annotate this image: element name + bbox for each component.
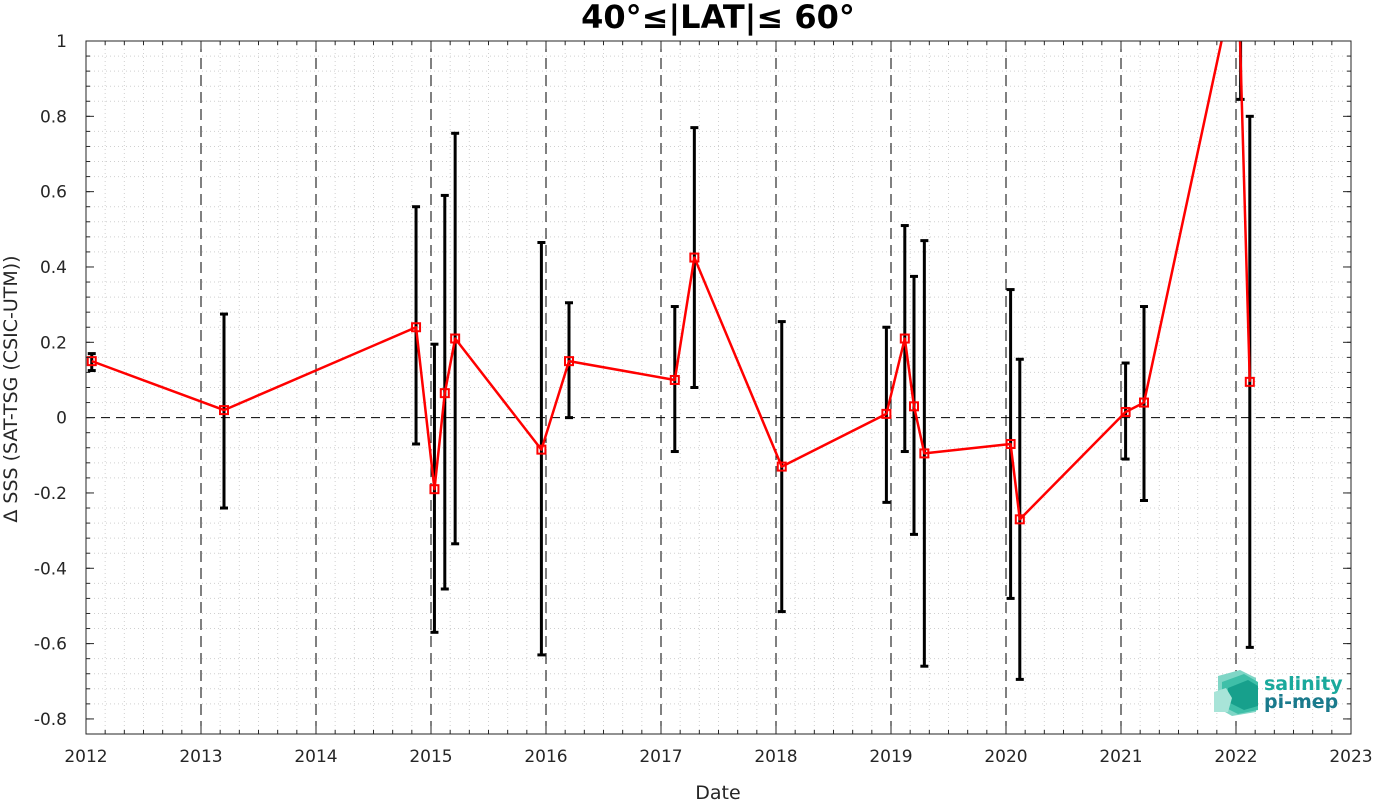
x-tick-label: 2015: [409, 747, 452, 767]
data-point: [881, 408, 892, 419]
axis-ticks: [85, 40, 1352, 734]
data-point: [1014, 514, 1025, 525]
y-tick-labels: 1 0.8 0.6 0.4 0.2 0 -0.2 -0.4 -0.6 -0.8: [34, 32, 67, 730]
x-tick-label: 2020: [984, 747, 1027, 767]
data-point: [1005, 438, 1016, 449]
data-point: [1244, 376, 1255, 387]
data-point: [776, 461, 787, 472]
y-tick-label: 0: [56, 409, 67, 429]
data-point: [219, 405, 229, 416]
x-tick-label: 2019: [869, 747, 912, 767]
x-tick-labels: 2012 2013 2014 2015 2016 2017 2018 2019 2020 2021…: [64, 747, 1372, 767]
x-tick-label: 2023: [1329, 747, 1372, 767]
y-tick-label: 0.2: [40, 333, 67, 353]
data-point: [1120, 406, 1131, 417]
data-point: [450, 333, 461, 344]
data-point: [536, 444, 547, 455]
y-axis-label: Δ SSS (SAT-TSG (CSIC-UTM)): [0, 255, 22, 522]
data-point: [919, 448, 930, 459]
data-point: [439, 388, 450, 399]
x-tick-label: 2017: [639, 747, 682, 767]
y-tick-label: 0.6: [40, 183, 67, 203]
series-group: [86, 41, 1255, 525]
x-tick-label: 2012: [64, 747, 107, 767]
y-tick-label: -0.6: [34, 635, 67, 655]
x-tick-label: 2022: [1214, 747, 1257, 767]
series-line: [91, 41, 1252, 521]
data-point: [86, 356, 97, 367]
x-tick-label: 2016: [524, 747, 567, 767]
x-tick-label: 2013: [179, 747, 222, 767]
logo-mark-icon: [1214, 670, 1258, 716]
y-tick-label: -0.4: [34, 559, 67, 579]
logo-text-salinity: salinity: [1264, 673, 1343, 695]
y-tick-label: 1: [56, 32, 67, 52]
x-tick-label: 2018: [754, 747, 797, 767]
data-point: [909, 401, 919, 412]
data-point: [899, 333, 910, 344]
data-point: [564, 356, 574, 367]
x-tick-label: 2014: [294, 747, 337, 767]
x-axis-label: Date: [695, 782, 740, 801]
y-tick-label: 0.4: [40, 258, 67, 278]
logo-text-pi-mep: pi-mep: [1264, 691, 1338, 713]
major-grid: [200, 41, 1237, 734]
data-point: [1139, 397, 1149, 408]
data-point: [429, 484, 440, 495]
chart-title: 40°≤|LAT|≤ 60°: [581, 0, 855, 37]
data-point: [411, 322, 422, 333]
data-point: [689, 252, 700, 263]
y-tick-label: -0.8: [34, 710, 67, 730]
data-point: [669, 374, 680, 385]
y-tick-label: -0.2: [34, 484, 67, 504]
x-tick-label: 2021: [1099, 747, 1142, 767]
salinity-pi-mep-logo: salinity pi-mep: [1214, 670, 1343, 716]
y-tick-label: 0.8: [40, 107, 67, 127]
